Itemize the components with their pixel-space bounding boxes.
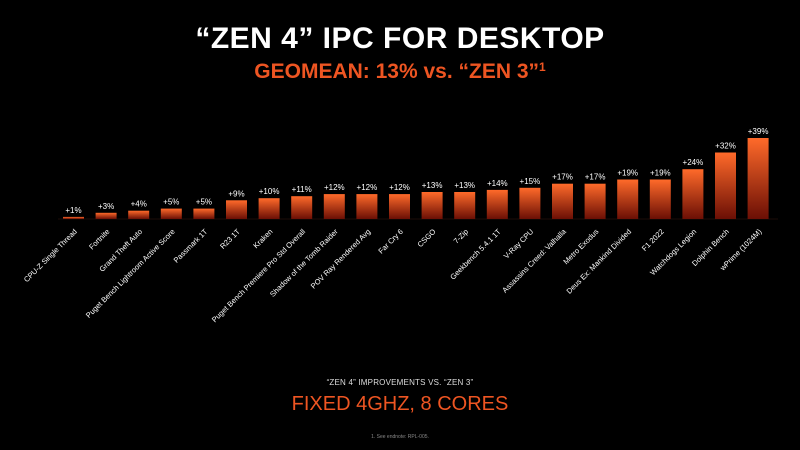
bar-21 bbox=[715, 152, 736, 219]
bar-19 bbox=[649, 179, 671, 219]
bar-22 bbox=[747, 138, 769, 219]
bar-value-label: +17% bbox=[585, 173, 606, 182]
bar-5 bbox=[193, 208, 215, 219]
category-label: Passmark 1T bbox=[172, 227, 210, 265]
bar-18 bbox=[617, 179, 639, 219]
bar-value-label: +12% bbox=[324, 183, 345, 192]
bar-value-label: +1% bbox=[65, 206, 81, 215]
bar-value-label: +3% bbox=[98, 202, 114, 211]
footer-main-text: FIXED 4GHZ, 8 CORES bbox=[291, 393, 509, 415]
bar-14 bbox=[486, 189, 508, 219]
bar-value-label: +14% bbox=[487, 179, 508, 188]
bar-9 bbox=[323, 194, 345, 219]
bar-1 bbox=[63, 216, 84, 219]
bar-20 bbox=[682, 169, 704, 219]
bar-value-label: +5% bbox=[196, 198, 212, 207]
page-title: “ZEN 4” IPC FOR DESKTOP bbox=[195, 22, 605, 55]
category-label: F1 2022 bbox=[640, 227, 666, 253]
category-label: V-Ray CPU bbox=[502, 227, 535, 260]
bar-value-label: +9% bbox=[228, 189, 244, 198]
bar-value-label: +10% bbox=[259, 187, 280, 196]
bar-16 bbox=[552, 183, 573, 219]
category-label: 7-Zip bbox=[452, 227, 470, 245]
category-label: Kraken bbox=[251, 227, 274, 250]
bar-value-label: +32% bbox=[715, 142, 736, 151]
bar-6 bbox=[226, 200, 247, 219]
bar-12 bbox=[421, 192, 443, 219]
category-label: CSGO bbox=[416, 227, 438, 249]
bar-value-label: +15% bbox=[520, 177, 541, 186]
subtitle-text: GEOMEAN: 13% vs. “ZEN 3” bbox=[254, 60, 540, 83]
bar-value-label: +19% bbox=[617, 169, 638, 178]
bar-4 bbox=[160, 208, 182, 219]
category-label: CPU-Z Single Thread bbox=[22, 227, 79, 284]
footer-note: “ZEN 4” IMPROVEMENTS VS. “ZEN 3” bbox=[326, 378, 474, 387]
bar-value-label: +4% bbox=[131, 200, 147, 209]
bar-value-label: +12% bbox=[389, 183, 410, 192]
bar-8 bbox=[291, 196, 313, 219]
bar-value-label: +11% bbox=[292, 185, 312, 194]
bar-13 bbox=[454, 192, 476, 219]
bar-value-label: +24% bbox=[683, 158, 704, 167]
bar-value-label: +13% bbox=[454, 181, 475, 190]
bar-15 bbox=[519, 187, 541, 219]
category-label: POV Ray Rendered Avg bbox=[309, 227, 372, 290]
bar-7 bbox=[258, 198, 280, 219]
bar-3 bbox=[128, 210, 150, 219]
category-label: Fortnite bbox=[87, 227, 111, 251]
category-label: Deus Ex: Mankind Divided bbox=[565, 227, 634, 296]
page-subtitle: GEOMEAN: 13% vs. “ZEN 3”1 bbox=[0, 60, 800, 84]
category-label: Far Cry 6 bbox=[376, 227, 404, 255]
bar-value-label: +39% bbox=[748, 127, 769, 136]
bar-17 bbox=[584, 183, 606, 219]
endnote: 1. See endnote: RPL-005. bbox=[371, 434, 429, 440]
category-label: Assassins Creed: Valhalla bbox=[500, 226, 568, 294]
bar-value-label: +12% bbox=[357, 183, 378, 192]
bar-10 bbox=[356, 194, 378, 219]
bar-value-label: +19% bbox=[650, 169, 671, 178]
bar-value-label: +5% bbox=[163, 198, 179, 207]
bar-value-label: +13% bbox=[422, 181, 443, 190]
bar-value-label: +17% bbox=[552, 173, 573, 182]
subtitle-footnote-mark: 1 bbox=[539, 60, 546, 74]
bar-11 bbox=[389, 194, 410, 219]
category-label: R23 1T bbox=[218, 227, 242, 251]
bar-2 bbox=[95, 212, 117, 219]
